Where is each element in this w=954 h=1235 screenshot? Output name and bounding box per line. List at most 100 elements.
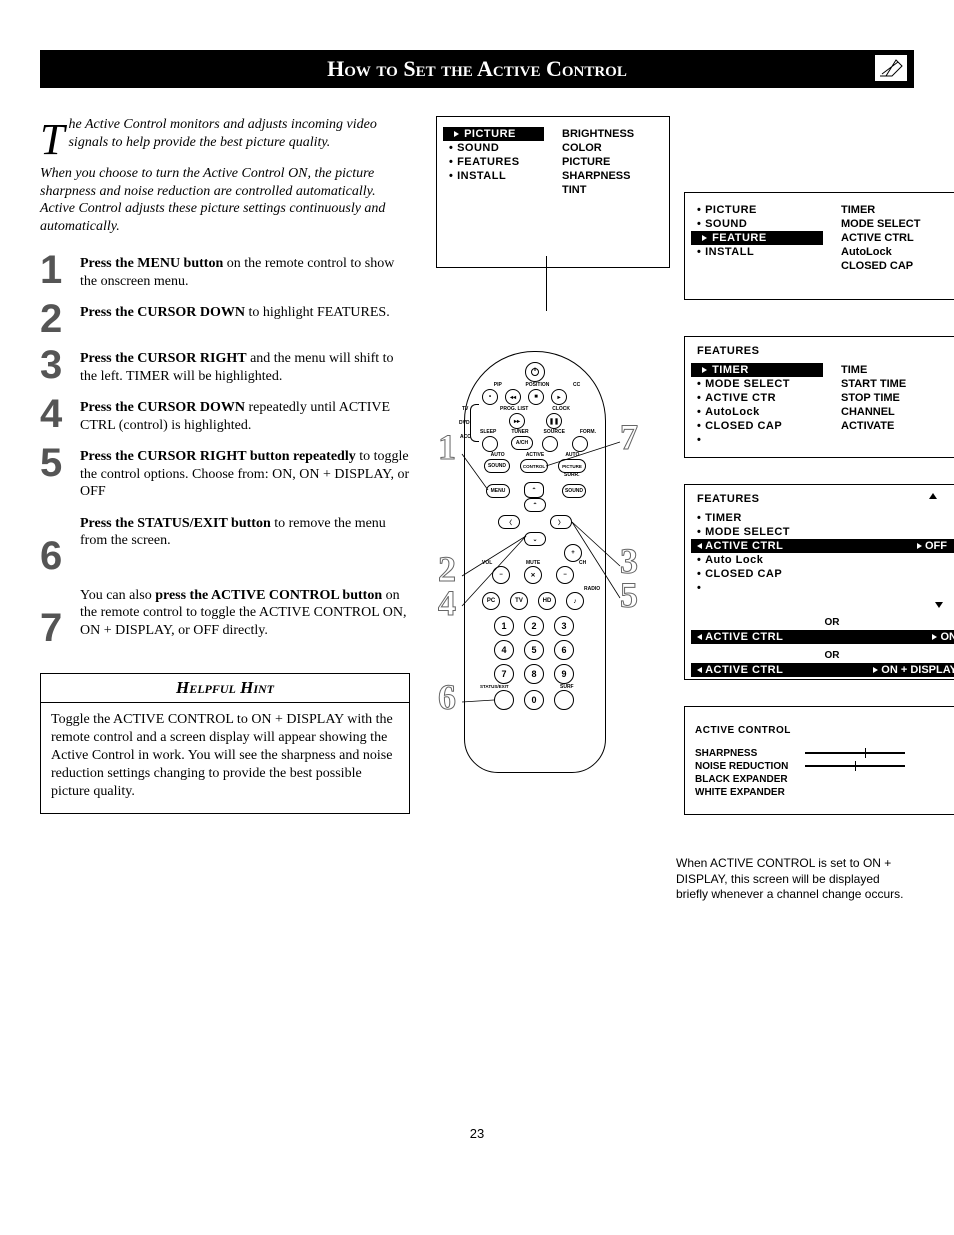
remote-label: DVD [459,420,470,426]
menu-item: TIMER [691,363,823,377]
remote-btn: A/CH [511,436,533,450]
menu-label: ACTIVE CTRL [705,540,917,552]
arrow-right-icon [932,631,937,643]
menu-label: PICTURE [705,204,817,216]
remote-label: TV [462,406,468,412]
step-4: 4 Press the CURSOR DOWN repeatedly until… [40,397,410,434]
or-label: OR [691,617,954,628]
bullet: • [697,218,702,230]
bullet: • [697,392,702,404]
mute-btn: ✕ [524,566,542,584]
menu-value: TIMER [841,203,954,217]
panel-title: FEATURES [691,343,954,359]
menu-item: • MODE SELECT [691,525,954,539]
page-title: How to Set the Active Control [327,56,627,81]
remote-btn: ♪ [566,592,584,610]
step-text: Press the CURSOR RIGHT and the menu will… [80,348,410,385]
intro-paragraph-2: When you choose to turn the Active Contr… [40,165,410,235]
menu-value: TIME [841,363,954,377]
num-3: 3 [554,616,574,636]
callout-5: 5 [620,574,638,616]
remote-btn: PICTURE [558,459,586,473]
ac-value: OFF [943,787,954,798]
ac-row: SHARPNESS45 [695,748,954,759]
cursor-down: ⌄ [524,532,546,546]
menu-label: TIMER [712,364,817,376]
menu-value: START TIME [841,377,954,391]
cursor-right: 〉 [550,515,572,529]
ac-value: ON [943,774,954,785]
step-text: Press the CURSOR RIGHT button repeatedly… [80,446,410,501]
menu-value: OFF [917,540,954,552]
menu-label: SOUND [705,218,817,230]
menu-item: • CLOSED CAP [691,567,954,581]
bullet: • [697,568,702,580]
step-7: 7 You can also press the ACTIVE CONTROL … [40,585,410,645]
menu-label: CLOSED CAP [705,420,817,432]
step-3: 3 Press the CURSOR RIGHT and the menu wi… [40,348,410,385]
remote-btn: TV [510,592,528,610]
remote-btn [542,436,558,452]
menu-item: • AutoLock [691,405,823,419]
remote-btn: ■ [528,389,544,405]
menu-label: ACTIVE CTR [705,392,817,404]
menu-value: CHANNEL [841,405,954,419]
arrow-right-icon [917,540,922,552]
remote-btn: ⌃ [524,482,544,498]
menu-value: MODE SELECT [841,217,954,231]
menu-item: FEATURE [691,231,823,245]
ac-label: BLACK EXPANDER [695,774,805,785]
menu-label: AutoLock [705,406,817,418]
menu-item: • SOUND [691,217,823,231]
arrow-left-icon [697,540,702,552]
cursor-left: 〈 [498,515,520,529]
remote-label: CH [579,560,586,566]
step-number: 3 [40,348,66,385]
power-icon [525,362,545,382]
menu-item: • CLOSED CAP [691,419,823,433]
remote-label: AUTO [565,452,579,458]
remote-label: FORM. [580,429,596,435]
bullet: • [697,434,702,446]
callout-7: 7 [620,416,638,458]
callout-6: 6 [438,676,456,718]
menu-label: TIMER [705,512,954,524]
menu-label: CLOSED CAP [705,568,954,580]
remote-btn [482,436,498,452]
remote-btn: ▸ [551,389,567,405]
step-number: 1 [40,253,66,290]
menu-item: • [691,581,954,595]
num-8: 8 [524,664,544,684]
remote-btn: ◂◂ [505,389,521,405]
status-exit-btn [494,690,514,710]
caption-text: When ACTIVE CONTROL is set to ON + DISPL… [676,856,914,903]
arrow-right-icon [873,664,878,676]
step-5: 5 Press the CURSOR RIGHT button repeated… [40,446,410,501]
step-text: Press the CURSOR DOWN repeatedly until A… [80,397,410,434]
remote-btn: PC [482,592,500,610]
menu-label: MODE SELECT [705,378,817,390]
ac-label: NOISE REDUCTION [695,761,805,772]
remote-btn: ❚❚ [546,413,562,429]
ac-label: SHARPNESS [695,748,805,759]
remote-label: CLOCK [552,406,570,412]
bullet: • [697,204,702,216]
bullet: • [697,526,702,538]
active-control-panel: ACTIVE CONTROL SHARPNESS45NOISE REDUCTIO… [684,706,954,815]
bullet: • [697,582,702,594]
remote-label: SOURCE [544,429,565,435]
remote-label: SLEEP [480,429,496,435]
step-number: 4 [40,397,66,434]
remote-btn: HD [538,592,556,610]
menu-value: ON + DISPLAY [873,664,954,676]
remote-btn: SOUND [562,484,586,498]
vol-down: − [492,566,510,584]
panel-title: FEATURES [697,493,759,505]
surf-btn [554,690,574,710]
arrow-down-icon [935,602,943,608]
ac-row: NOISE REDUCTION38 [695,761,954,772]
menu-item: ACTIVE CTRL ON [691,630,954,644]
or-label: OR [691,650,954,661]
step-number: 6 [40,539,66,573]
step-text: You can also press the ACTIVE CONTROL bu… [80,585,410,645]
